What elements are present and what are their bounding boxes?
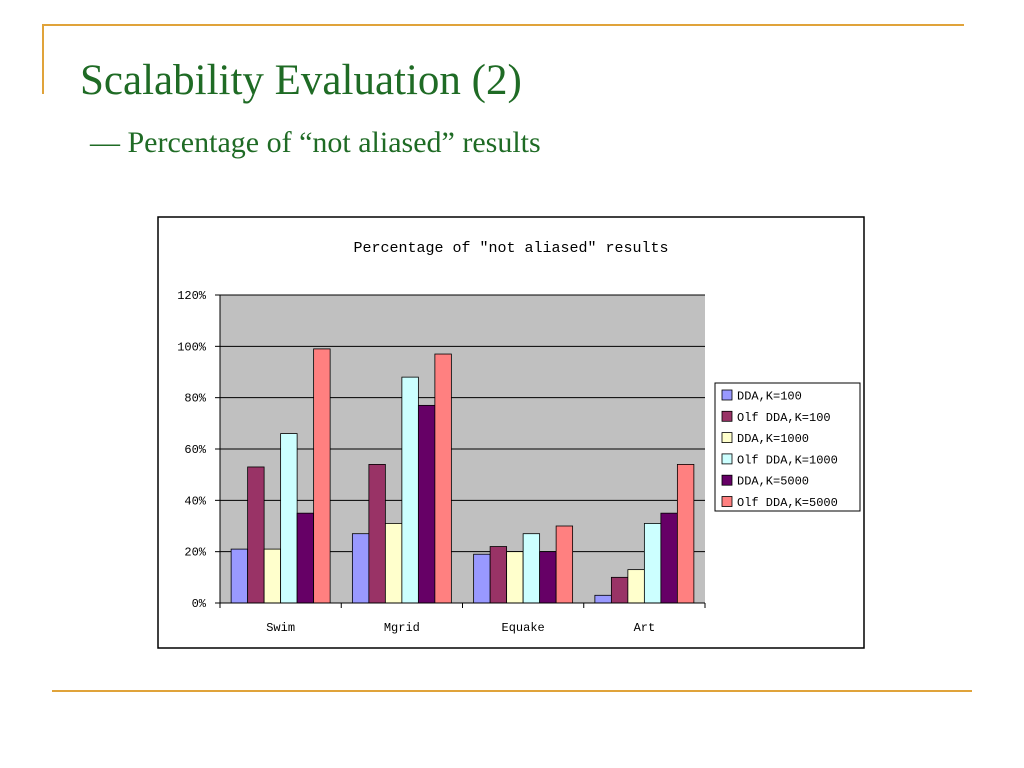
legend-label: DDA,K=1000: [737, 432, 809, 446]
y-tick-label: 100%: [177, 340, 207, 354]
left-accent-rule: [42, 24, 44, 94]
bar: [539, 551, 557, 604]
legend-swatch: [721, 474, 733, 486]
bar: [660, 512, 678, 604]
bar: [417, 404, 436, 604]
x-tick-label: Art: [634, 621, 656, 635]
y-tick-label: 120%: [177, 289, 207, 303]
bar: [313, 348, 331, 604]
x-tick-label: Equake: [502, 621, 545, 635]
legend-box: [714, 382, 861, 512]
y-tick-label: 60%: [184, 443, 206, 457]
y-tick-label: 20%: [184, 546, 206, 560]
top-accent-rule: [42, 24, 964, 26]
bar: [627, 569, 645, 604]
y-tick-label: 0%: [192, 597, 207, 611]
legend-label: Olf DDA,K=5000: [737, 496, 838, 510]
bar: [280, 433, 298, 604]
x-tick-labels: Swim Mgrid Equake Art: [266, 621, 655, 635]
bar: [610, 576, 629, 604]
y-tick-labels: 0% 20% 40% 60% 80% 100% 120%: [177, 289, 207, 611]
y-tick-label: 40%: [184, 494, 206, 508]
x-tick-label: Mgrid: [384, 621, 420, 635]
legend-label: Olf DDA,K=1000: [737, 453, 838, 467]
legend-swatch: [721, 432, 733, 444]
legend-label: Olf DDA,K=100: [737, 411, 831, 425]
bar: [594, 594, 612, 604]
bar: [643, 523, 662, 604]
bar: [384, 523, 403, 604]
bar: [473, 553, 491, 604]
bottom-accent-rule: [52, 690, 972, 692]
slide-title: Scalability Evaluation (2): [80, 57, 522, 104]
legend-swatch: [721, 389, 733, 401]
bar: [676, 463, 695, 604]
bar: [296, 512, 315, 604]
legend-swatch: [721, 496, 733, 507]
slide-subtitle: — Percentage of “not aliased” results: [90, 126, 541, 159]
legend-swatch: [721, 453, 733, 465]
bar: [263, 548, 282, 604]
bar: [230, 548, 249, 604]
bar: [401, 376, 419, 604]
bar: [351, 533, 370, 604]
bar: [434, 353, 452, 604]
bar: [247, 466, 265, 604]
bar: [489, 546, 508, 604]
bars: [230, 348, 695, 604]
legend-swatch: [721, 410, 733, 422]
bar: [368, 463, 386, 604]
axes: [215, 294, 706, 608]
x-tick-label: Swim: [266, 621, 295, 635]
bar: [555, 525, 574, 604]
legend: DDA,K=100 Olf DDA,K=100 DDA,K=1000 Olf DDA,…: [721, 389, 838, 510]
bar: [522, 533, 541, 604]
chart-title: Percentage of "not aliased" results: [353, 240, 668, 257]
y-tick-label: 80%: [184, 392, 206, 406]
legend-label: DDA,K=5000: [737, 475, 809, 489]
legend-label: DDA,K=100: [737, 390, 802, 404]
bar: [506, 551, 524, 604]
